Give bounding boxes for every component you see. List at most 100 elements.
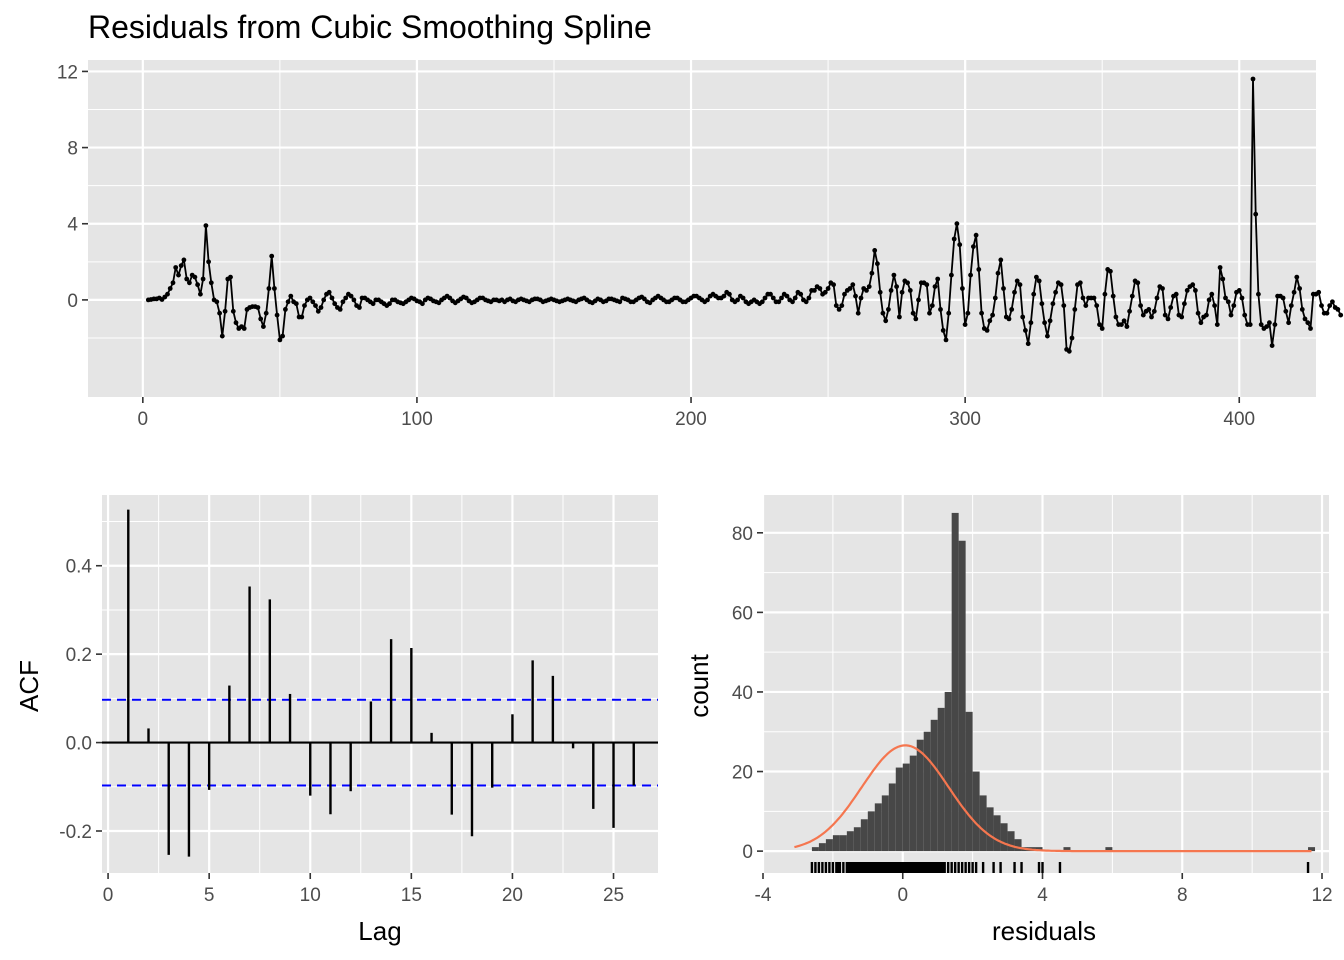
residual-point [954, 221, 960, 227]
residual-point [1294, 274, 1300, 280]
residual-point [913, 316, 919, 322]
histogram-bar [846, 831, 854, 852]
residual-point [1327, 303, 1333, 308]
normal-density-curve [794, 744, 1312, 853]
residual-point [1039, 301, 1045, 307]
residual-point [1006, 316, 1012, 322]
residual-point [1305, 320, 1311, 326]
y-tick-label: 80 [732, 524, 753, 545]
x-tick-label: 4 [1037, 885, 1048, 906]
residual-point [283, 307, 288, 312]
residual-point [1151, 308, 1157, 314]
y-tick-label: 20 [732, 763, 753, 784]
residual-point [222, 308, 228, 314]
residual-point [891, 272, 897, 278]
residual-point [208, 280, 214, 286]
residual-point [776, 299, 782, 305]
x-tick-label: 200 [675, 409, 707, 430]
residual-point [337, 307, 343, 312]
residual-point [230, 308, 236, 314]
residual-point [1080, 295, 1086, 301]
x-tick-label: 15 [401, 885, 422, 906]
residual-point [973, 232, 979, 238]
residual-point [1053, 289, 1058, 295]
y-tick-label: 0.4 [66, 557, 93, 578]
residual-point [932, 284, 938, 289]
residual-point [1108, 268, 1113, 274]
residual-point [1094, 303, 1100, 308]
histogram-bar [853, 827, 861, 852]
residual-point [228, 274, 233, 280]
residual-point [203, 223, 209, 229]
residual-point [241, 326, 247, 331]
y-tick-label: 0 [742, 842, 753, 863]
residual-point [935, 276, 941, 282]
y-tick-label: -0.2 [59, 822, 92, 843]
normal-density-line [794, 744, 1312, 853]
residual-point [285, 299, 291, 305]
residual-point [313, 303, 318, 308]
residual-point [370, 301, 376, 307]
residual-point [792, 295, 798, 301]
residual-point [332, 301, 338, 307]
histogram-bar [825, 839, 833, 852]
residual-point [1247, 322, 1253, 327]
residual-point [357, 305, 362, 310]
figure-title: Residuals from Cubic Smoothing Spline [88, 9, 652, 45]
histogram-bar [811, 847, 819, 852]
histogram-panel: 0 20 40 60 80 -4 0 4 8 12 residuals count [684, 495, 1333, 946]
residual-point [1204, 312, 1209, 318]
residual-point [269, 253, 275, 259]
residual-point [277, 337, 283, 343]
y-tick-label: 60 [732, 603, 753, 624]
residual-point [1212, 303, 1217, 308]
residual-point [293, 301, 299, 307]
residual-point [274, 312, 280, 318]
acf-x-axis: 0 5 10 15 20 25 [103, 873, 624, 906]
acf-panel: -0.2 0.0 0.2 0.4 0 5 10 15 20 25 Lag ACF [14, 495, 658, 946]
y-tick-label: 0.2 [66, 645, 92, 666]
residual-point [1319, 303, 1324, 308]
residual-point [812, 288, 817, 293]
histogram-bar [972, 771, 980, 852]
residual-point [962, 322, 968, 327]
residual-point [1214, 322, 1220, 327]
residual-point [990, 312, 995, 318]
residual-point [1223, 295, 1228, 301]
acf-panel-background [102, 495, 658, 873]
histogram-bar [895, 767, 903, 852]
residual-point [1091, 295, 1097, 301]
x-tick-label: 300 [949, 409, 981, 430]
histogram-bars [811, 512, 1316, 852]
residual-point [1058, 282, 1064, 288]
residual-point [214, 299, 220, 305]
residual-point [1140, 312, 1146, 318]
histogram-x-axis: -4 0 4 8 12 [755, 873, 1333, 906]
residual-point [965, 310, 971, 316]
time-series-y-axis: 0 4 8 12 [57, 62, 88, 312]
residual-point [1316, 289, 1322, 295]
residual-point [1165, 316, 1171, 322]
residual-point [1119, 322, 1124, 327]
residual-point [173, 265, 179, 270]
time-series-panel-background [88, 60, 1316, 397]
residual-point [1280, 295, 1286, 301]
residual-point [167, 286, 173, 291]
histogram-x-axis-title: residuals [992, 916, 1096, 946]
histogram-panel-background [763, 495, 1329, 873]
residual-point [1034, 274, 1039, 280]
residual-point [847, 286, 853, 291]
residual-point [762, 295, 768, 301]
x-tick-label: 5 [204, 885, 215, 906]
residual-point [1129, 293, 1135, 299]
residual-point [822, 289, 828, 295]
residual-point [992, 295, 998, 301]
residual-point [187, 280, 192, 286]
residual-point [1012, 289, 1017, 295]
residual-point [979, 310, 984, 316]
residual-point [219, 333, 225, 339]
residual-point [1220, 276, 1226, 282]
residual-point [1190, 282, 1196, 288]
histogram-y-axis-title: count [684, 653, 714, 717]
residual-point [1253, 211, 1259, 217]
